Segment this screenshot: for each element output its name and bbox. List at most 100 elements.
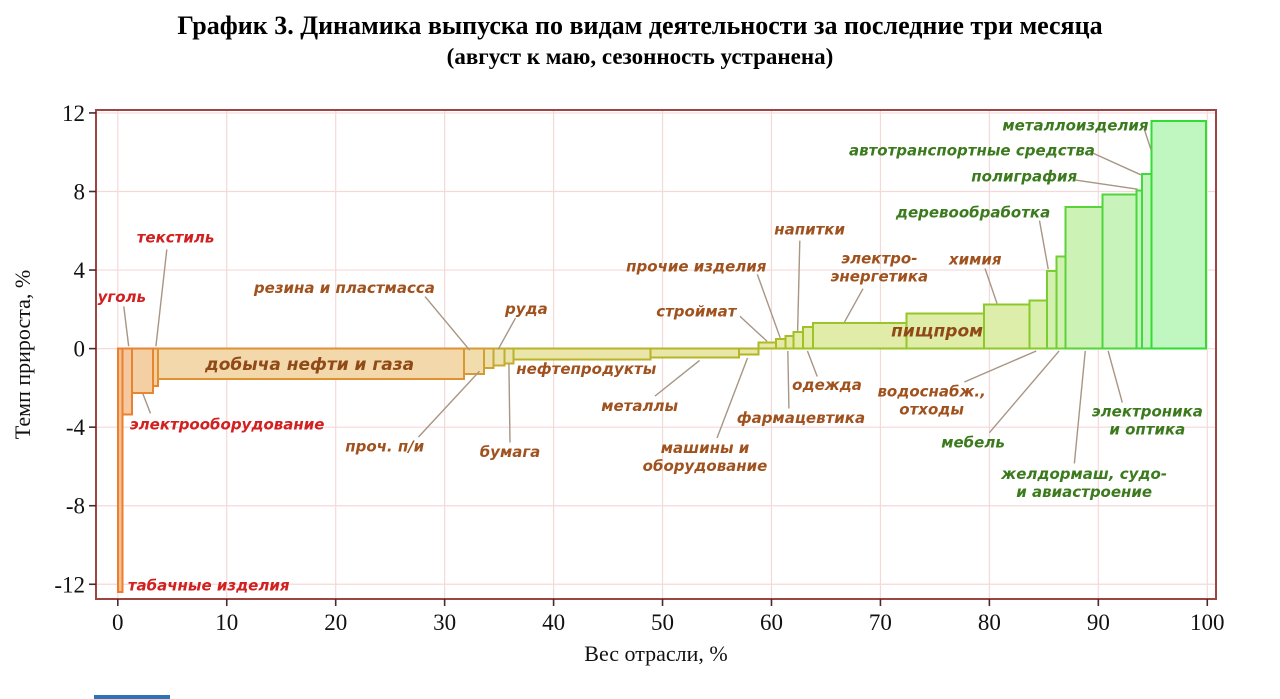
category-label: водоснабж., отходы bbox=[877, 382, 985, 418]
category-label: автотранспортные средства bbox=[849, 141, 1095, 159]
category-label: бумага bbox=[480, 443, 541, 461]
bar-электроэнергетика bbox=[811, 322, 908, 350]
category-label: химия bbox=[948, 250, 1002, 268]
category-label: одежда bbox=[792, 376, 862, 394]
bar-машины и оборудование bbox=[737, 347, 760, 356]
y-tick-label: -12 bbox=[54, 572, 85, 597]
category-label: электро-энергетика bbox=[831, 249, 929, 285]
y-tick-label: 8 bbox=[74, 180, 86, 205]
pointer-line bbox=[155, 249, 168, 347]
bar-табачные изделия bbox=[116, 347, 124, 594]
pointer-line bbox=[988, 350, 1060, 434]
category-label: прочие изделия bbox=[626, 257, 767, 275]
pointer-line bbox=[424, 296, 471, 351]
bar-металлы bbox=[649, 347, 740, 359]
pointer-line bbox=[1075, 179, 1138, 190]
bar-руда bbox=[492, 347, 506, 367]
bar-одежда bbox=[802, 326, 814, 350]
pointer-line bbox=[739, 315, 768, 342]
bar-электрооборудование bbox=[130, 347, 155, 394]
pointer-line bbox=[796, 240, 801, 331]
y-tick-label: -4 bbox=[66, 415, 86, 440]
bar-водоснабж., отходы bbox=[1028, 299, 1049, 350]
y-tick-label: 4 bbox=[74, 258, 86, 283]
category-label: металлоизделия bbox=[1002, 116, 1149, 134]
chart-subtitle: (август к маю, сезонность устранена) bbox=[446, 43, 834, 69]
bar-напитки bbox=[792, 330, 805, 350]
category-label: руда bbox=[504, 300, 548, 318]
x-tick-label: 60 bbox=[760, 610, 783, 635]
x-tick-label: 40 bbox=[542, 610, 565, 635]
bar-автотранспортные средства bbox=[1140, 172, 1153, 350]
category-label: деревообработка bbox=[895, 203, 1050, 221]
bar-добыча нефти и газа bbox=[157, 347, 466, 381]
pointer-line bbox=[1143, 128, 1152, 151]
x-tick-label: 80 bbox=[978, 610, 1001, 635]
x-tick-label: 100 bbox=[1190, 610, 1225, 635]
bar-проч. п/и bbox=[482, 347, 495, 370]
pointer-line bbox=[806, 350, 818, 377]
category-label: желдормаш, судо-и авиастроение bbox=[1000, 465, 1167, 501]
x-tick-label: 70 bbox=[869, 610, 892, 635]
bar-резина и пластмасса bbox=[463, 347, 485, 376]
pointer-line bbox=[417, 370, 481, 438]
bar-строймат bbox=[757, 341, 777, 350]
bar-нефтепродукты bbox=[512, 347, 652, 361]
x-tick-label: 20 bbox=[324, 610, 347, 635]
pointer-line bbox=[508, 364, 511, 443]
category-label: напитки bbox=[774, 220, 845, 238]
pointer-line bbox=[654, 359, 701, 397]
category-label: нефтепродукты bbox=[516, 360, 656, 378]
y-tick-label: 12 bbox=[62, 101, 85, 126]
category-label: уголь bbox=[98, 288, 146, 306]
pointer-line bbox=[756, 274, 781, 339]
bar-электроника и оптика bbox=[1101, 193, 1138, 350]
category-label: добыча нефти и газа bbox=[204, 355, 414, 375]
bar-деревообработка bbox=[1046, 270, 1058, 350]
pointer-line bbox=[843, 288, 864, 323]
plot-frame bbox=[95, 109, 1217, 600]
pointer-line bbox=[1107, 350, 1123, 403]
pointer-line bbox=[1073, 350, 1086, 464]
bar-химия bbox=[982, 303, 1031, 350]
category-label: текстиль bbox=[137, 228, 215, 246]
bar-фармацевтика bbox=[784, 334, 795, 350]
category-label: резина и пластмасса bbox=[253, 279, 435, 297]
pointer-line bbox=[787, 350, 790, 409]
category-label: табачные изделия bbox=[128, 576, 290, 594]
pointer-line bbox=[142, 393, 152, 414]
category-label: электроника и оптика bbox=[1092, 402, 1203, 438]
chart-title: График 3. Динамика выпуска по видам деят… bbox=[177, 11, 1103, 40]
pointer-line bbox=[964, 350, 1037, 383]
y-tick-label: -8 bbox=[66, 494, 85, 519]
y-tick-label: 0 bbox=[74, 337, 86, 362]
pointer-line bbox=[716, 357, 749, 439]
pointer-line bbox=[497, 317, 517, 350]
pointer-line bbox=[1091, 151, 1142, 176]
category-label: мебель bbox=[941, 433, 1005, 451]
x-tick-label: 50 bbox=[651, 610, 674, 635]
x-tick-label: 10 bbox=[215, 610, 238, 635]
bar-прочие изделия bbox=[774, 337, 787, 350]
category-label: электрооборудование bbox=[130, 415, 325, 433]
category-label: фармацевтика bbox=[737, 409, 865, 427]
bar-уголь bbox=[121, 347, 133, 416]
title-block: График 3. Динамика выпуска по видам деят… bbox=[0, 10, 1280, 70]
pointer-line bbox=[123, 306, 130, 347]
category-label: пищпром bbox=[891, 321, 983, 341]
y-axis-title: Темп прироста, % bbox=[10, 270, 35, 439]
category-label: проч. п/и bbox=[345, 437, 424, 455]
bar-желдормаш, судо- и авиастроение bbox=[1064, 206, 1104, 350]
x-tick-label: 30 bbox=[433, 610, 456, 635]
x-tick-label: 0 bbox=[112, 610, 124, 635]
bar-бумага bbox=[503, 347, 515, 365]
pointer-line bbox=[1038, 220, 1049, 270]
bar-пищпром bbox=[905, 312, 985, 350]
x-axis-title: Вес отрасли, % bbox=[584, 641, 727, 666]
bar-металлоизделия bbox=[1150, 119, 1208, 350]
pointer-line bbox=[984, 268, 998, 304]
bar-мебель bbox=[1055, 255, 1067, 350]
x-tick-label: 90 bbox=[1087, 610, 1110, 635]
